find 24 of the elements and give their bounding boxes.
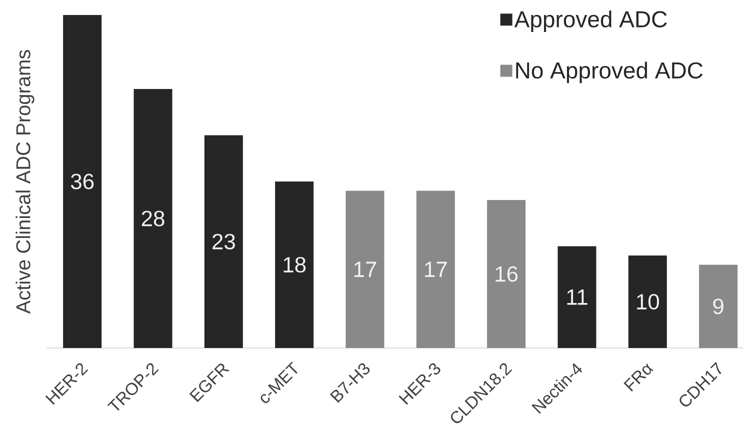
bar (487, 200, 526, 348)
data-label: 17 (354, 262, 376, 277)
y-axis-title: Active Clinical ADC Programs (16, 50, 34, 314)
data-label: 11 (567, 290, 588, 305)
data-label: 36 (70, 174, 94, 190)
bar (346, 190, 384, 348)
x-tick-label: FRα (624, 364, 654, 392)
data-label: 28 (142, 210, 164, 226)
data-label: 10 (637, 294, 659, 310)
bar (416, 190, 455, 348)
legend-label: Approved ADC (514, 10, 667, 32)
bar (63, 15, 102, 348)
bar (275, 182, 314, 348)
data-label: 17 (425, 262, 447, 277)
bar (558, 246, 596, 348)
data-label: 9 (713, 298, 724, 314)
data-label: 18 (284, 256, 306, 273)
bar (628, 256, 667, 348)
legend-label: No Approved ADC (516, 62, 703, 84)
data-label: 16 (496, 266, 518, 282)
bar (699, 264, 738, 348)
bar (204, 135, 243, 348)
data-label: 23 (212, 234, 235, 250)
bar (134, 89, 172, 348)
